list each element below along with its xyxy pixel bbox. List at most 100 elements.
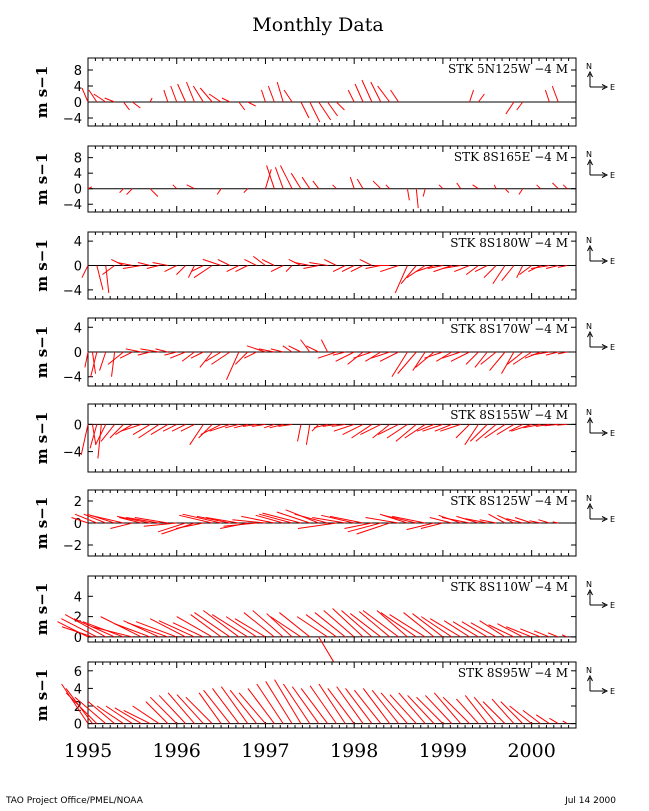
- vector-stick: [89, 424, 98, 449]
- vector-stick: [440, 423, 461, 432]
- vector-stick: [226, 351, 240, 381]
- compass-east-arrowhead: [601, 516, 609, 522]
- y-tick-label: 0: [74, 418, 82, 433]
- vector-stick: [107, 351, 124, 365]
- vector-stick: [416, 423, 435, 432]
- vector-stick: [115, 423, 133, 436]
- vector-stick: [104, 97, 115, 103]
- vector-stick: [274, 167, 284, 189]
- compass-east-arrowhead: [601, 344, 609, 350]
- vector-stick: [535, 423, 550, 427]
- vector-stick: [181, 351, 195, 362]
- vector-stick: [64, 614, 106, 638]
- vector-stick: [185, 696, 213, 724]
- vector-stick: [211, 614, 248, 638]
- vector-stick: [122, 265, 142, 270]
- compass-north-arrowhead: [587, 416, 593, 424]
- vector-stick: [415, 188, 419, 209]
- compass-north-arrowhead: [587, 244, 593, 252]
- compass-e-label: E: [610, 687, 615, 696]
- y-tick-label: 4: [74, 682, 82, 697]
- x-tick-label: 1998: [330, 740, 378, 762]
- vector-stick: [522, 710, 541, 724]
- vector-stick: [102, 265, 115, 276]
- compass-n-label: N: [586, 236, 592, 245]
- vector-stick: [172, 184, 178, 190]
- vector-stick: [511, 423, 532, 432]
- vector-stick: [149, 97, 153, 103]
- vector-stick: [198, 424, 213, 439]
- vector-stick: [162, 423, 177, 432]
- y-tick-label: 0: [74, 346, 82, 361]
- vector-stick: [354, 689, 382, 724]
- vector-stick: [279, 612, 311, 638]
- vector-stick: [372, 424, 390, 439]
- vector-stick: [305, 614, 337, 638]
- vector-stick: [385, 184, 391, 190]
- vector-stick: [377, 85, 391, 103]
- panel-label: STK 5N125W −4 M: [448, 62, 568, 76]
- y-tick-label: 0: [74, 517, 82, 532]
- vector-stick: [71, 517, 89, 524]
- vector-stick: [199, 87, 213, 103]
- vector-stick: [283, 683, 311, 724]
- vector-stick: [552, 182, 559, 190]
- vector-stick: [111, 351, 116, 377]
- vector-stick: [247, 688, 275, 724]
- vector-stick: [323, 610, 355, 638]
- vector-stick: [465, 265, 479, 276]
- vector-stick: [170, 85, 178, 103]
- vector-stick: [241, 515, 275, 524]
- vector-stick: [544, 89, 550, 103]
- vector-stick: [421, 616, 453, 638]
- vector-stick: [226, 265, 240, 273]
- vector-stick: [509, 705, 532, 724]
- x-tick-label: 1995: [64, 740, 112, 762]
- vector-stick: [506, 626, 532, 638]
- vector-stick: [243, 188, 249, 193]
- vector-stick: [212, 688, 240, 724]
- vector-stick: [506, 518, 523, 524]
- vector-stick: [372, 180, 382, 190]
- vector-stick: [332, 351, 346, 356]
- vector-stick: [175, 522, 204, 529]
- y-tick-label: 8: [74, 64, 82, 79]
- vector-stick: [114, 707, 142, 725]
- vector-stick: [225, 616, 257, 638]
- vector-stick: [562, 720, 568, 725]
- vector-stick: [317, 351, 337, 359]
- vector-stick: [96, 265, 104, 290]
- vector-stick: [177, 83, 187, 103]
- vector-stick: [158, 695, 186, 724]
- vector-stick: [146, 265, 160, 270]
- vector-stick: [528, 265, 541, 273]
- vector-stick: [221, 97, 231, 103]
- compass-e-label: E: [610, 343, 615, 352]
- vector-stick: [429, 618, 461, 638]
- y-tick-label: −4: [63, 446, 82, 461]
- vector-stick: [422, 423, 444, 432]
- vector-stick: [309, 101, 321, 123]
- vector-stick: [482, 701, 506, 724]
- vector-stick: [234, 351, 249, 365]
- vector-stick: [464, 424, 479, 446]
- vector-stick: [347, 351, 364, 365]
- vector-stick: [400, 265, 417, 285]
- vector-stick: [132, 101, 141, 109]
- vector-stick: [556, 423, 568, 426]
- vector-stick: [251, 423, 266, 427]
- vector-stick: [443, 620, 470, 638]
- vector-stick: [488, 513, 506, 524]
- vector-stick: [349, 176, 355, 189]
- vector-stick: [324, 258, 337, 266]
- compass-e-label: E: [610, 257, 615, 266]
- vector-stick: [365, 517, 399, 524]
- vector-stick: [475, 424, 497, 442]
- y-tick-label: −4: [63, 371, 82, 386]
- compass-east-arrowhead: [601, 84, 609, 90]
- compass-e-label: E: [610, 515, 615, 524]
- compass-north-arrowhead: [587, 588, 593, 596]
- vector-stick: [508, 423, 523, 432]
- vector-stick: [158, 620, 195, 638]
